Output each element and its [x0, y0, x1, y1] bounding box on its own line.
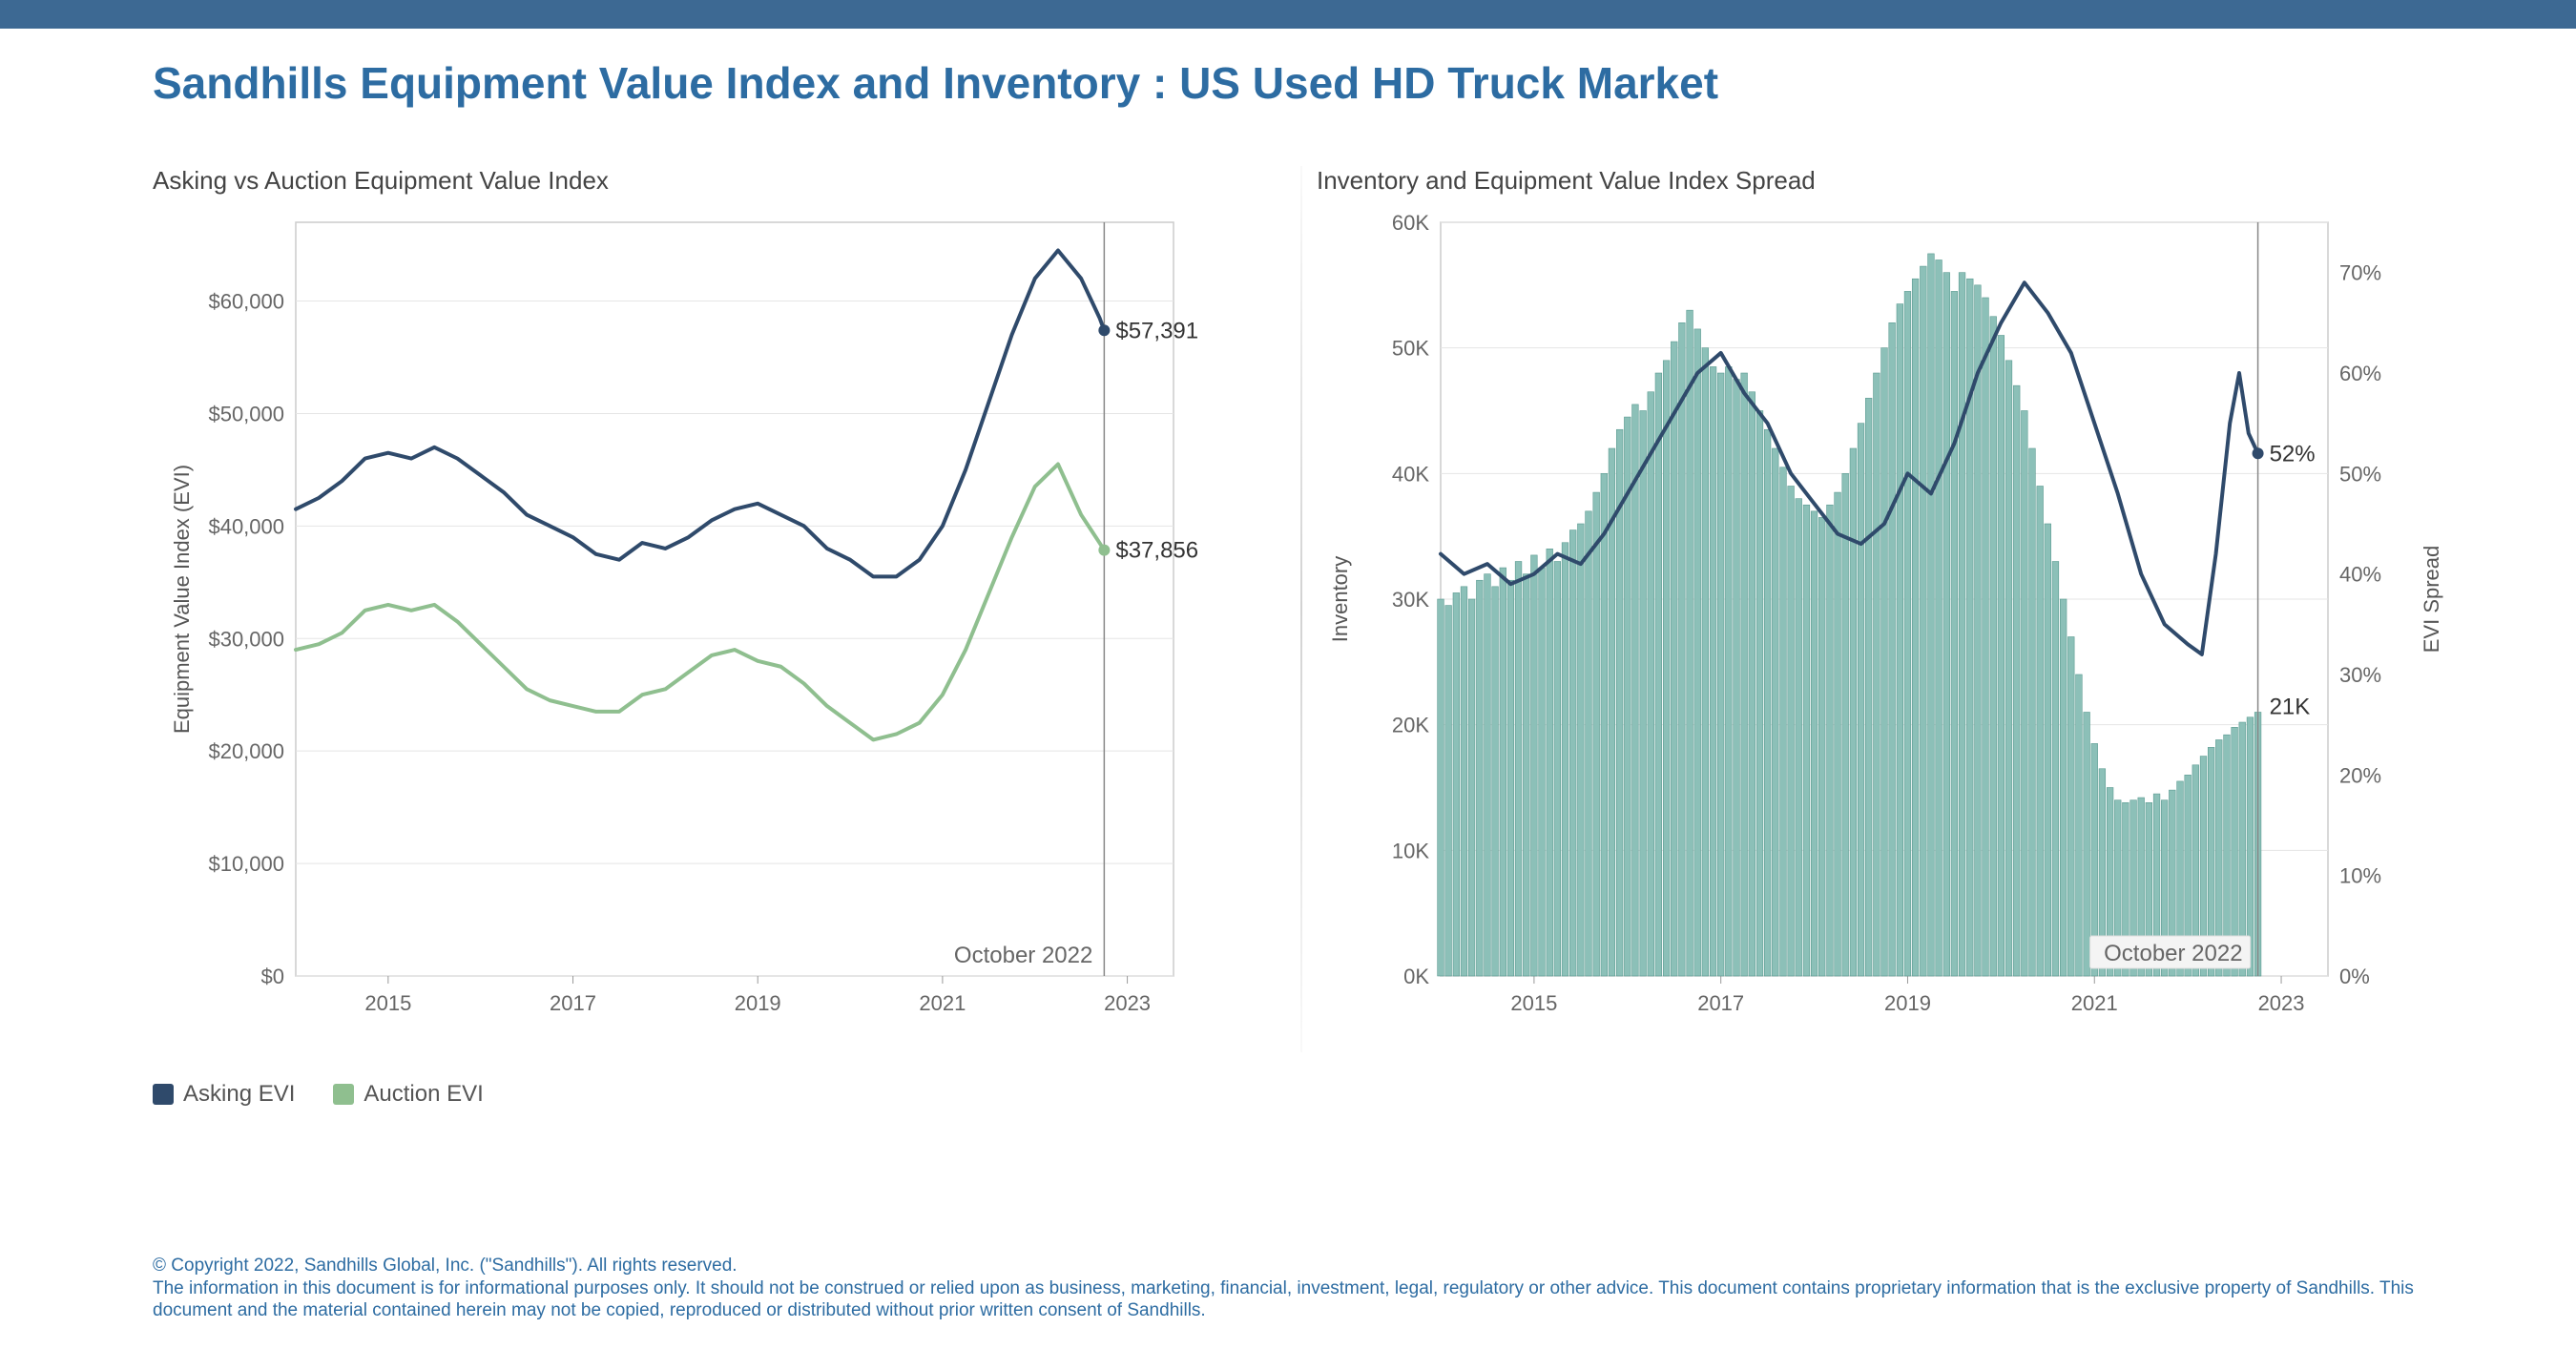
footer-copyright: © Copyright 2022, Sandhills Global, Inc.… — [153, 1255, 2462, 1277]
svg-text:$30,000: $30,000 — [208, 627, 284, 651]
svg-text:52%: 52% — [2270, 441, 2316, 467]
left-chart-area: $0 $10,000 $20,000 $30,000 $40,000 $50,000 $60… — [153, 213, 1286, 1052]
svg-text:$0: $0 — [261, 965, 284, 988]
svg-text:30K: 30K — [1392, 588, 1429, 612]
svg-text:10%: 10% — [2339, 864, 2381, 888]
svg-text:60K: 60K — [1392, 213, 1429, 235]
svg-text:$57,391: $57,391 — [1115, 318, 1198, 343]
left-chart-title: Asking vs Auction Equipment Value Index — [153, 166, 1286, 196]
svg-text:70%: 70% — [2339, 261, 2381, 285]
svg-text:2021: 2021 — [2071, 991, 2118, 1015]
svg-text:$20,000: $20,000 — [208, 739, 284, 763]
svg-text:21K: 21K — [2270, 695, 2311, 720]
legend-label-auction: Auction EVI — [364, 1081, 483, 1108]
svg-text:50%: 50% — [2339, 462, 2381, 486]
svg-text:60%: 60% — [2339, 362, 2381, 385]
svg-text:0%: 0% — [2339, 965, 2370, 988]
legend-item-auction: Auction EVI — [333, 1081, 483, 1108]
svg-text:2021: 2021 — [919, 991, 966, 1015]
svg-text:10K: 10K — [1392, 839, 1429, 862]
svg-text:2017: 2017 — [1697, 991, 1744, 1015]
svg-text:2019: 2019 — [735, 991, 781, 1015]
svg-text:2023: 2023 — [2258, 991, 2305, 1015]
right-chart-area: 0K 10K 20K 30K 40K 50K 60K 0% 10% 20% 30% 40% 50% 60%… — [1317, 213, 2462, 1052]
legend-swatch-auction — [333, 1084, 354, 1105]
svg-text:EVI Spread: EVI Spread — [2420, 546, 2443, 654]
top-bar — [0, 0, 2576, 29]
svg-text:Equipment Value Index (EVI): Equipment Value Index (EVI) — [170, 465, 194, 734]
left-chart-panel: Asking vs Auction Equipment Value Index … — [153, 166, 1286, 1052]
svg-text:50K: 50K — [1392, 337, 1429, 361]
legend-label-asking: Asking EVI — [183, 1081, 295, 1108]
svg-text:$50,000: $50,000 — [208, 402, 284, 425]
left-chart-svg: $0 $10,000 $20,000 $30,000 $40,000 $50,000 $60… — [153, 213, 1278, 1052]
svg-text:2019: 2019 — [1884, 991, 1931, 1015]
footer: © Copyright 2022, Sandhills Global, Inc.… — [153, 1255, 2462, 1322]
page-title: Sandhills Equipment Value Index and Inve… — [0, 29, 2576, 128]
svg-text:$60,000: $60,000 — [208, 290, 284, 314]
svg-text:20K: 20K — [1392, 714, 1429, 737]
svg-text:40K: 40K — [1392, 462, 1429, 486]
svg-text:Inventory: Inventory — [1328, 556, 1352, 643]
legend-item-asking: Asking EVI — [153, 1081, 295, 1108]
chart-divider — [1300, 166, 1302, 1052]
svg-text:40%: 40% — [2339, 563, 2381, 587]
svg-text:2023: 2023 — [1104, 991, 1151, 1015]
svg-text:$40,000: $40,000 — [208, 514, 284, 538]
right-chart-panel: Inventory and Equipment Value Index Spre… — [1317, 166, 2462, 1052]
svg-text:20%: 20% — [2339, 763, 2381, 787]
svg-text:October 2022: October 2022 — [2104, 941, 2242, 966]
svg-text:2017: 2017 — [550, 991, 596, 1015]
charts-row: Asking vs Auction Equipment Value Index … — [0, 128, 2576, 1052]
legend-swatch-asking — [153, 1084, 174, 1105]
svg-text:2015: 2015 — [1510, 991, 1557, 1015]
svg-text:October 2022: October 2022 — [954, 943, 1092, 968]
chart-legend: Asking EVI Auction EVI — [0, 1052, 2576, 1108]
svg-text:2015: 2015 — [364, 991, 411, 1015]
right-chart-svg: 0K 10K 20K 30K 40K 50K 60K 0% 10% 20% 30% 40% 50% 60%… — [1317, 213, 2462, 1052]
right-chart-title: Inventory and Equipment Value Index Spre… — [1317, 166, 2462, 196]
footer-disclaimer: The information in this document is for … — [153, 1277, 2462, 1323]
svg-text:30%: 30% — [2339, 663, 2381, 687]
svg-text:$37,856: $37,856 — [1115, 538, 1198, 564]
svg-text:$10,000: $10,000 — [208, 852, 284, 876]
svg-text:0K: 0K — [1403, 965, 1429, 988]
